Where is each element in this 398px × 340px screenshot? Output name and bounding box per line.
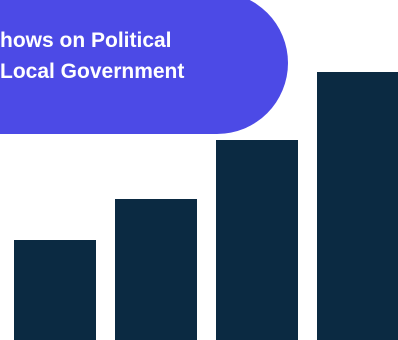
- bar-3: [216, 140, 298, 340]
- bar-1: [14, 240, 96, 340]
- banner-title-line-2: Local Government: [0, 60, 185, 83]
- bar-4: [317, 72, 398, 340]
- banner-title-line-1: hows on Political: [0, 29, 172, 52]
- title-banner: hows on Political Local Government: [0, 0, 288, 134]
- bar-2: [115, 199, 197, 340]
- banner-title: hows on Political Local Government: [0, 25, 184, 87]
